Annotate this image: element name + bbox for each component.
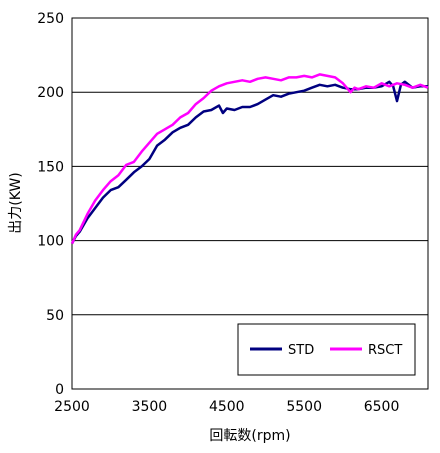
legend-label-std: STD — [288, 343, 314, 358]
plot-area-frame — [71, 17, 429, 390]
x-tick-label: 2500 — [54, 399, 90, 415]
x-axis-label: 回転数(rpm) — [209, 428, 290, 444]
series-line-std — [70, 80, 428, 245]
series-lines — [70, 73, 429, 245]
y-axis-label: 出力(KW) — [8, 172, 24, 233]
x-axis-tick-labels: 2500 3500 4500 5500 6500 — [54, 399, 399, 415]
legend: STD RSCT — [237, 323, 416, 376]
y-tick-label: 200 — [37, 85, 64, 101]
x-tick-label: 5500 — [286, 399, 322, 415]
x-tick-label: 4500 — [209, 399, 245, 415]
y-tick-label: 0 — [55, 382, 64, 398]
series-line-rsct — [70, 73, 429, 245]
x-tick-label: 6500 — [364, 399, 400, 415]
x-tick-label: 3500 — [132, 399, 168, 415]
gridlines — [72, 91, 428, 316]
legend-label-rsct: RSCT — [368, 343, 402, 358]
y-tick-label: 250 — [37, 11, 64, 27]
y-tick-label: 100 — [37, 234, 64, 250]
y-tick-label: 150 — [37, 159, 64, 175]
y-tick-label: 50 — [46, 308, 64, 324]
y-axis-tick-labels: 0 50 100 150 200 250 — [37, 11, 64, 398]
